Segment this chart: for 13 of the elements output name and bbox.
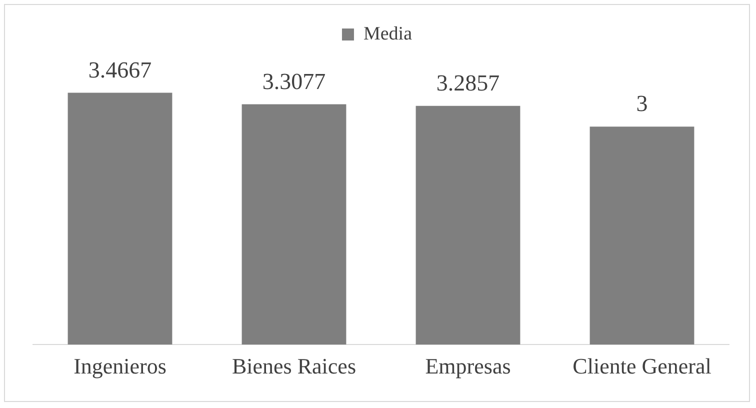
bar (68, 92, 172, 345)
data-label: 3.2857 (436, 70, 500, 96)
data-label: 3.4667 (88, 57, 152, 82)
data-label: 3 (636, 91, 648, 116)
x-tick-label: Cliente General (572, 354, 712, 379)
bar (242, 104, 346, 345)
x-tick-label: Empresas (425, 354, 511, 379)
x-tick-label: Ingenieros (74, 354, 166, 379)
bar (416, 106, 520, 345)
x-tick-label: Bienes Raices (232, 354, 356, 379)
legend-label: Media (363, 23, 413, 44)
data-label: 3.3077 (262, 68, 326, 94)
bar (590, 126, 694, 345)
